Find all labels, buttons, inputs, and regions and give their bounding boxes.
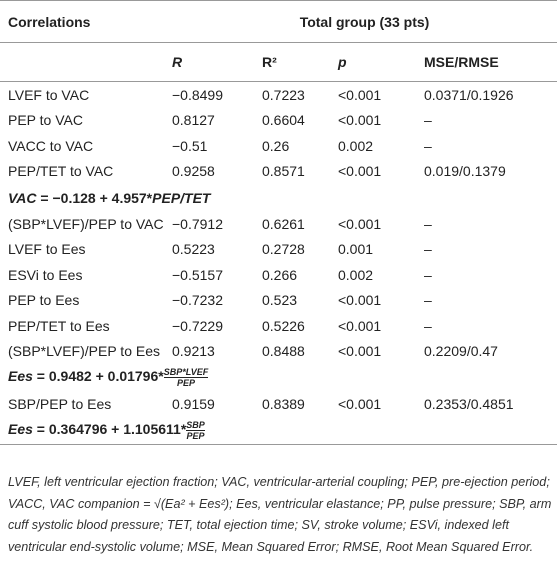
- cell: –: [424, 292, 432, 309]
- cell: 0.9213: [172, 343, 215, 360]
- formula-row: Ees = 0.9482 + 0.01796* SBP*LVEF PEP: [0, 364, 557, 391]
- numerator: SBP*LVEF: [163, 367, 209, 378]
- row-label: PEP/TET to VAC: [8, 163, 114, 180]
- column-row: R R² p MSE/RMSE: [0, 42, 557, 82]
- cell: −0.7232: [172, 292, 223, 309]
- cell: 0.9159: [172, 395, 215, 412]
- cell: 0.8127: [172, 112, 215, 129]
- cell: <0.001: [338, 112, 382, 129]
- data-row: PEP to Ees −0.7232 0.523 <0.001 –: [0, 288, 557, 314]
- row-label: (SBP*LVEF)/PEP to VAC: [8, 215, 164, 232]
- cell: 0.5226: [262, 317, 305, 334]
- cell: –: [424, 215, 432, 232]
- col-header: R²: [254, 42, 330, 82]
- formula-text: = 0.364796 + 1.105611*: [32, 420, 187, 437]
- formula-tail: PEP/TET: [152, 189, 211, 206]
- col-header: MSE/RMSE: [416, 42, 557, 82]
- cell: −0.8499: [172, 86, 223, 103]
- row-label: PEP to Ees: [8, 292, 80, 309]
- cell: –: [424, 241, 432, 258]
- data-row: PEP/TET to VAC 0.9258 0.8571 <0.001 0.019/0.…: [0, 159, 557, 185]
- cell: –: [424, 266, 432, 283]
- formula-lhs: Ees: [8, 420, 33, 437]
- table-title: Correlations: [8, 13, 91, 30]
- cell: <0.001: [338, 343, 382, 360]
- data-row: PEP/TET to Ees −0.7229 0.5226 <0.001 –: [0, 313, 557, 339]
- data-row: (SBP*LVEF)/PEP to Ees 0.9213 0.8488 <0.001 0…: [0, 339, 557, 365]
- footnote: LVEF, left ventricular ejection fraction…: [8, 475, 552, 554]
- cell: 0.019/0.1379: [424, 163, 506, 180]
- formula-row: VAC = −0.128 + 4.957*PEP/TET: [0, 184, 557, 211]
- row-label: (SBP*LVEF)/PEP to Ees: [8, 343, 160, 360]
- cell: −0.7912: [172, 215, 223, 232]
- cell: <0.001: [338, 317, 382, 334]
- formula: VAC = −0.128 + 4.957*PEP/TET: [0, 184, 557, 211]
- formula-lhs: VAC: [8, 189, 37, 206]
- data-row: LVEF to Ees 0.5223 0.2728 0.001 –: [0, 237, 557, 263]
- cell: 0.5223: [172, 241, 215, 258]
- cell: 0.002: [338, 137, 374, 154]
- fraction: SBP*LVEF PEP: [163, 367, 209, 388]
- row-label: SBP/PEP to Ees: [8, 395, 112, 412]
- data-row: VACC to VAC −0.51 0.26 0.002 –: [0, 133, 557, 159]
- cell: –: [424, 112, 432, 129]
- data-row: (SBP*LVEF)/PEP to VAC −0.7912 0.6261 <0.001…: [0, 211, 557, 237]
- cell: 0.6604: [262, 112, 305, 129]
- header-row: Correlations Total group (33 pts): [0, 1, 557, 43]
- cell: <0.001: [338, 292, 382, 309]
- data-row: SBP/PEP to Ees 0.9159 0.8389 <0.001 0.2353/0…: [0, 391, 557, 417]
- denominator: PEP: [186, 430, 205, 441]
- cell: 0.002: [338, 266, 374, 283]
- data-row: PEP to VAC 0.8127 0.6604 <0.001 –: [0, 108, 557, 134]
- cell: 0.7223: [262, 86, 305, 103]
- formula-text: = −0.128 + 4.957*: [36, 189, 153, 206]
- cell: 0.9258: [172, 163, 215, 180]
- cell: 0.523: [262, 292, 298, 309]
- data-row: LVEF to VAC −0.8499 0.7223 <0.001 0.0371/0.1…: [0, 82, 557, 108]
- cell: 0.2728: [262, 241, 305, 258]
- cell: <0.001: [338, 163, 382, 180]
- cell: −0.7229: [172, 317, 223, 334]
- cell: <0.001: [338, 215, 382, 232]
- col-header: p: [330, 42, 416, 82]
- correlation-table: Correlations Total group (33 pts) R R² p…: [0, 0, 557, 445]
- row-label: PEP/TET to Ees: [8, 317, 110, 334]
- cell: 0.0371/0.1926: [424, 86, 514, 103]
- formula: Ees = 0.364796 + 1.105611* SBP PEP: [0, 416, 557, 445]
- cell: 0.2209/0.47: [424, 343, 498, 360]
- cell: 0.26: [262, 137, 290, 154]
- cell: –: [424, 137, 432, 154]
- cell: 0.6261: [262, 215, 305, 232]
- numerator: SBP: [186, 419, 205, 431]
- cell: 0.266: [262, 266, 298, 283]
- denominator: PEP: [176, 378, 195, 388]
- row-label: ESVi to Ees: [8, 266, 83, 283]
- cell: –: [424, 317, 432, 334]
- cell: 0.2353/0.4851: [424, 395, 514, 412]
- cell: 0.8389: [262, 395, 305, 412]
- cell: 0.8571: [262, 163, 305, 180]
- row-label: VACC to VAC: [8, 137, 94, 154]
- cell: −0.5157: [172, 266, 223, 283]
- row-label: LVEF to VAC: [8, 86, 90, 103]
- formula-lhs: Ees: [8, 368, 33, 385]
- cell: <0.001: [338, 395, 382, 412]
- spacer: [0, 42, 164, 82]
- group-header: Total group (33 pts): [299, 13, 430, 30]
- cell: <0.001: [338, 86, 382, 103]
- cell: −0.51: [172, 137, 208, 154]
- formula-text: = 0.9482 + 0.01796*: [32, 368, 164, 385]
- fraction: SBP PEP: [186, 420, 205, 441]
- formula-row: Ees = 0.364796 + 1.105611* SBP PEP: [0, 416, 557, 445]
- row-label: PEP to VAC: [8, 112, 83, 129]
- data-row: ESVi to Ees −0.5157 0.266 0.002 –: [0, 262, 557, 288]
- col-header: R: [164, 42, 254, 82]
- cell: 0.001: [338, 241, 374, 258]
- formula: Ees = 0.9482 + 0.01796* SBP*LVEF PEP: [0, 364, 557, 391]
- cell: 0.8488: [262, 343, 305, 360]
- row-label: LVEF to Ees: [8, 241, 86, 258]
